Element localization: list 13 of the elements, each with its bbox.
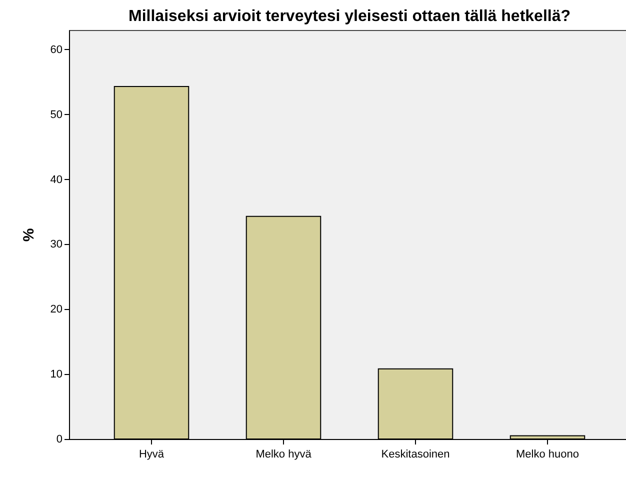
x-tick-label: Keskitasoinen (381, 448, 450, 460)
y-tick-label: 30 (50, 238, 62, 251)
y-tick-label: 0 (56, 434, 62, 446)
x-tick-label: Hyvä (138, 448, 165, 460)
chart-title: Millaiseksi arvioit terveytesi yleisesti ottaen tällä hetkellä? (128, 8, 570, 25)
y-tick-label: 60 (50, 44, 62, 56)
y-axis-title: % (20, 228, 38, 242)
x-tick-label: Melko hyvä (256, 448, 312, 460)
y-tick-label: 50 (50, 108, 62, 121)
y-tick-label: 40 (50, 174, 62, 186)
y-tick-label: 20 (50, 304, 62, 316)
x-tick-label: Melko huono (516, 448, 579, 460)
y-tick-label: 10 (50, 368, 62, 381)
